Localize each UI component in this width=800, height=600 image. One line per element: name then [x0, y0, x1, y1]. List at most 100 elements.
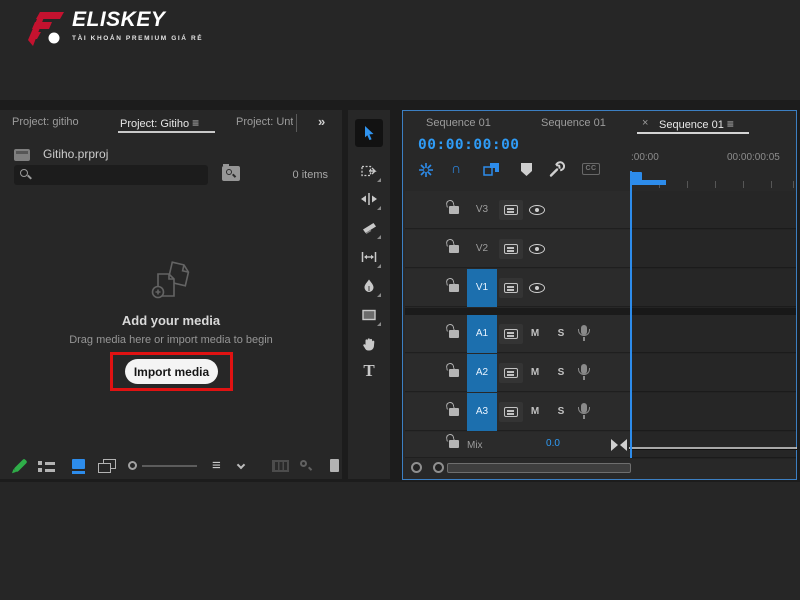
track-row-v1: V1	[405, 269, 796, 307]
brand-text: ELISKEY TÀI KHOẢN PREMIUM GIÁ RẺ	[72, 8, 203, 42]
list-view-icon[interactable]	[38, 460, 55, 473]
ripple-edit-tool-icon[interactable]	[361, 191, 381, 210]
add-marker-icon[interactable]	[521, 163, 532, 176]
tab-project-gitiho-2[interactable]: Project: Gitiho ≡	[120, 116, 199, 130]
tab-overflow-button[interactable]: »	[318, 114, 325, 129]
tab-sequence-2[interactable]: Sequence 01	[541, 117, 606, 129]
timeline-content-area[interactable]	[631, 191, 796, 459]
panel-menu-icon[interactable]: ≡	[192, 116, 200, 130]
voiceover-mic-icon[interactable]	[578, 325, 590, 341]
tab-separator	[296, 114, 297, 132]
track-label-a2[interactable]: A2	[467, 354, 497, 392]
timeline-settings-wrench-icon[interactable]	[548, 161, 566, 183]
track-row-v2: V2	[405, 230, 796, 268]
search-box	[14, 165, 208, 185]
mix-level-value[interactable]: 0.0	[546, 438, 560, 449]
lock-icon[interactable]	[449, 408, 459, 416]
selection-tool-icon[interactable]	[361, 125, 377, 141]
mute-button[interactable]: M	[530, 367, 540, 378]
project-file-name[interactable]: Gitiho.prproj	[43, 147, 109, 161]
import-media-button[interactable]: Import media	[125, 359, 218, 384]
captions-icon[interactable]: CC	[582, 163, 600, 175]
track-row-v3: V3	[405, 191, 796, 229]
solo-button[interactable]: S	[557, 328, 565, 339]
slip-tool-icon[interactable]	[361, 249, 381, 268]
playhead-timecode[interactable]: 00:00:00:00	[418, 137, 520, 153]
tab-project-gitiho-1[interactable]: Project: gitiho	[12, 116, 79, 128]
zoom-slider-track[interactable]	[142, 465, 197, 467]
playhead-line[interactable]	[630, 171, 632, 458]
sync-lock-icon[interactable]	[504, 407, 518, 417]
tab-project-untitled[interactable]: Project: Untit	[236, 116, 293, 128]
empty-state-title: Add your media	[121, 313, 221, 328]
highlight-box	[110, 352, 233, 391]
mix-level-line[interactable]	[629, 447, 797, 449]
nest-sequence-icon[interactable]	[418, 162, 434, 183]
track-label-v1[interactable]: V1	[467, 269, 497, 307]
track-label-v2[interactable]: V2	[475, 243, 489, 254]
close-tab-icon[interactable]: ×	[642, 117, 649, 129]
timeline-panel: Sequence 01 Sequence 01 × Sequence 01 ≡ …	[402, 110, 797, 480]
solo-button[interactable]: S	[557, 367, 565, 378]
mute-button[interactable]: M	[530, 406, 540, 417]
razor-tool-icon[interactable]	[361, 220, 381, 239]
new-item-icon[interactable]	[330, 459, 339, 472]
sync-lock-icon[interactable]	[504, 329, 518, 339]
track-output-eye-icon[interactable]	[529, 244, 545, 254]
playhead-tail	[630, 180, 666, 185]
voiceover-mic-icon[interactable]	[578, 403, 590, 419]
sync-lock-icon[interactable]	[504, 283, 518, 293]
automate-to-sequence-icon[interactable]	[272, 460, 289, 472]
solo-button[interactable]: S	[557, 406, 565, 417]
sync-lock-icon[interactable]	[504, 205, 518, 215]
keyframe-bowtie-icon[interactable]	[611, 439, 627, 451]
track-label-a3[interactable]: A3	[467, 393, 497, 431]
track-label-v3[interactable]: V3	[475, 204, 489, 215]
timeline-scrollbar[interactable]	[447, 463, 631, 473]
zoom-handle-left[interactable]	[411, 462, 422, 473]
linked-selection-icon[interactable]	[483, 162, 500, 182]
lock-icon[interactable]	[449, 245, 459, 253]
voiceover-mic-icon[interactable]	[578, 364, 590, 380]
tab-sequence-3[interactable]: Sequence 01 ≡	[659, 117, 734, 131]
track-output-eye-icon[interactable]	[529, 205, 545, 215]
lock-icon[interactable]	[449, 440, 459, 448]
active-tab-underline	[637, 132, 749, 134]
search-input[interactable]	[36, 165, 204, 185]
timeline-toolbar: ∩ CC	[403, 160, 633, 183]
track-row-a2: A2 M S	[405, 354, 796, 392]
sync-lock-icon[interactable]	[504, 368, 518, 378]
track-row-mix: Mix 0.0	[405, 432, 797, 458]
pen-tool-icon[interactable]	[361, 278, 381, 297]
writable-pencil-icon[interactable]	[13, 458, 28, 473]
mute-button[interactable]: M	[530, 328, 540, 339]
panel-menu-icon[interactable]: ≡	[726, 117, 734, 131]
bin-search-icon[interactable]	[222, 164, 240, 181]
lock-icon[interactable]	[449, 284, 459, 292]
tab-label: Sequence 01	[659, 119, 724, 131]
lock-icon[interactable]	[449, 369, 459, 377]
rectangle-tool-icon[interactable]	[361, 307, 381, 326]
zoom-handle-right[interactable]	[433, 462, 444, 473]
lock-icon[interactable]	[449, 330, 459, 338]
type-tool-icon[interactable]: T	[363, 361, 375, 380]
snap-magnet-icon[interactable]: ∩	[451, 160, 462, 176]
freeform-view-icon[interactable]	[98, 459, 116, 473]
sync-lock-icon[interactable]	[504, 244, 518, 254]
track-label-a1[interactable]: A1	[467, 315, 497, 353]
find-icon[interactable]	[300, 460, 307, 467]
tab-sequence-1[interactable]: Sequence 01	[426, 117, 491, 129]
tools-panel: T	[348, 110, 390, 479]
sort-icons-icon[interactable]: ≡	[212, 457, 221, 474]
track-output-eye-icon[interactable]	[529, 283, 545, 293]
track-select-forward-tool-icon[interactable]	[361, 163, 381, 182]
lock-icon[interactable]	[449, 206, 459, 214]
brand-name: ELISKEY	[72, 8, 166, 31]
hand-tool-icon[interactable]	[361, 336, 377, 352]
items-count: 0 items	[292, 169, 328, 181]
empty-state-subtitle: Drag media here or import media to begin	[69, 334, 273, 346]
zoom-slider-knob[interactable]	[128, 461, 137, 470]
add-media-icon	[146, 260, 194, 309]
icon-view-icon[interactable]	[72, 459, 85, 474]
chevron-down-icon[interactable]	[236, 460, 246, 470]
